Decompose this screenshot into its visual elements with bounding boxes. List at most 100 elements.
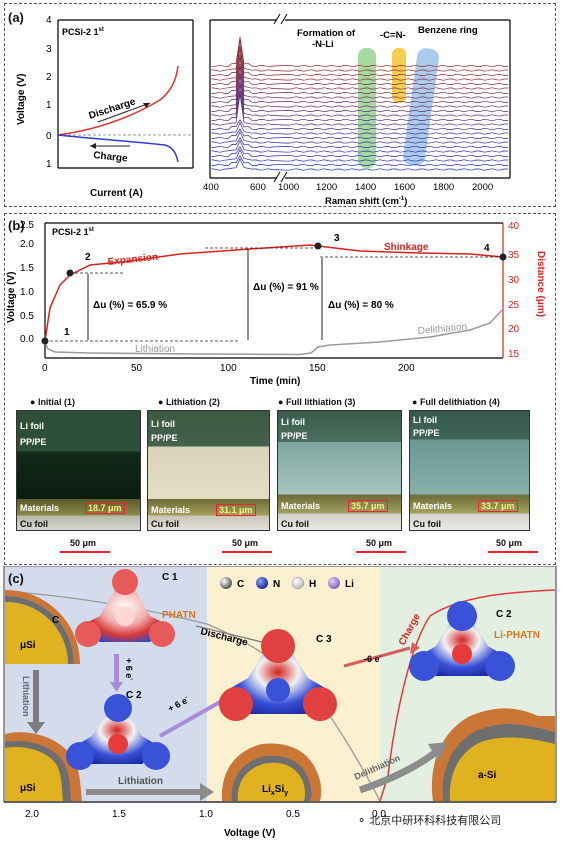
raman-xtick-5: 1600 [394, 182, 415, 193]
pp-pe-label: PP/PE [281, 431, 308, 441]
pp-pe-label: PP/PE [20, 437, 47, 447]
a-ytick-2: 2 [46, 72, 52, 83]
cu-foil-label: Cu foil [20, 519, 48, 529]
molecule-c2-right [409, 601, 515, 681]
b-ytick-r-5: 40 [508, 221, 520, 232]
li-foil-label: Li foil [151, 419, 175, 429]
raman-spectrum-line [211, 137, 509, 149]
thickness-label: 31.1 μm [216, 504, 256, 516]
raman-spectrum-line [211, 75, 508, 108]
b-xlabel: Time (min) [250, 376, 300, 387]
du-label-3: Δu (%) = 80 % [328, 300, 394, 311]
micro-title-1: ● Initial (1) [30, 397, 75, 407]
lithiation-label: Lithiation [135, 344, 175, 355]
scale-label-2: 50 μm [232, 538, 259, 548]
b-xtick-4: 200 [398, 363, 415, 374]
minus6e-label: -6 e- [364, 654, 382, 664]
b-ytick-r-1: 20 [508, 324, 520, 335]
raman-spectrum-line [211, 45, 508, 77]
raman-spectrum-line [211, 63, 508, 95]
phatn-label: PHATN [162, 610, 196, 621]
panel-b-letter: (b) [8, 218, 25, 233]
raman-spectrum-line [211, 119, 508, 131]
a-ytick-1: 3 [46, 44, 52, 55]
raman-spectrum-line [211, 36, 508, 68]
c1-label: C 1 [162, 572, 178, 583]
panel-a-right-axes [209, 13, 511, 183]
micrograph-full-delithiation: Li foil PP/PE Materials 33.7 μm Cu foil [409, 410, 530, 531]
c2-right-label: C 2 [496, 609, 512, 620]
cu-foil-label: Cu foil [151, 519, 179, 529]
c-xtick-3: 0.5 [286, 809, 300, 820]
thickness-label: 33.7 μm [478, 500, 518, 512]
b-sample-label: PCSi-2 1st [52, 227, 94, 237]
a-si-label: a-Si [478, 770, 497, 781]
charge-label: Charge [93, 150, 129, 165]
point-label-2: 2 [85, 252, 91, 263]
pp-pe-label: PP/PE [151, 433, 178, 443]
c-xlabel: Voltage (V) [224, 828, 275, 839]
raman-xtick-7: 2000 [472, 182, 493, 193]
b-xtick-2: 100 [220, 363, 237, 374]
scale-bar-2 [222, 551, 272, 553]
panel-b-frame [4, 213, 556, 565]
panel-a-frame [4, 3, 556, 207]
c-xtick-4: 0.0 [372, 809, 386, 820]
raman-spectrum-line [211, 54, 508, 86]
b-ytick-3: 1.5 [20, 263, 34, 274]
delithiation-label: Delithiation [417, 322, 467, 337]
scale-label-4: 50 μm [496, 538, 523, 548]
n-li-band [358, 48, 376, 168]
a-ytick-0: 4 [46, 15, 52, 26]
annotation-n-li: -N-Li [312, 39, 334, 50]
b-ylabel-right: Distance (μm) [535, 251, 546, 317]
b-ytick-r-2: 25 [508, 300, 520, 311]
a-left-xlabel: Current (A) [90, 188, 143, 199]
b-ytick-1: 0.5 [20, 311, 34, 322]
li-foil-label: Li foil [281, 417, 305, 427]
raman-spectrum-line [211, 146, 509, 158]
a-left-ylabel: Voltage (V) [16, 74, 27, 125]
du-label-2: Δu (%) = 91 % [253, 282, 319, 293]
raman-spectrum-line [211, 130, 509, 144]
point-2 [66, 269, 74, 277]
raman-xlabel: Raman shift (cm-1) [325, 196, 407, 207]
point-label-3: 3 [334, 233, 340, 244]
c-xtick-2: 1.0 [199, 809, 213, 820]
a-ytick-3: 1 [46, 100, 52, 111]
raman-spectra [211, 36, 509, 171]
b-ytick-4: 2.0 [20, 239, 34, 250]
scale-bar-3 [356, 551, 406, 553]
thickness-label: 35.7 μm [348, 500, 388, 512]
charge-profile [379, 589, 556, 802]
raman-spectrum-line [211, 128, 508, 140]
expansion-curve [44, 244, 504, 342]
raman-spectrum-line [211, 148, 509, 162]
thickness-label: 18.7 μm [85, 502, 125, 514]
micrograph-full-lithiation: Li foil PP/PE Materials 35.7 μm Cu foil [277, 410, 402, 531]
raman-spectrum-line [211, 48, 508, 81]
molecule-c2-left [66, 694, 170, 770]
raman-spectrum-line [211, 155, 509, 167]
materials-label: Materials [281, 501, 321, 511]
panel-c-figure: C N H Li μSi C μSi Lithiation Lithiation… [3, 566, 557, 839]
charge-curve [57, 134, 179, 163]
raman-spectrum-line [211, 39, 508, 72]
a-ytick-5: 1 [46, 159, 52, 170]
b-ylabel-left: Voltage (V) [6, 272, 17, 323]
c-xtick-1: 1.5 [112, 809, 126, 820]
discharge-curve [57, 65, 179, 136]
b-ytick-2: 1.0 [20, 287, 34, 298]
raman-xtick-4: 1400 [355, 182, 376, 193]
annotation-benzene: Benzene ring [418, 25, 478, 36]
plus6e-vert-label: + 6 e- [124, 658, 134, 680]
raman-spectrum-line [211, 139, 509, 153]
micro-title-3: ● Full lithiation (3) [278, 397, 356, 407]
usi-top-particle [5, 601, 68, 664]
legend-n: N [273, 579, 280, 590]
panel-a-letter: (a) [8, 10, 24, 25]
li-foil-label: Li foil [20, 421, 44, 431]
b-ytick-0: 0.0 [20, 334, 34, 345]
micrograph-initial: Li foil PP/PE Materials 18.7 μm Cu foil [16, 410, 141, 531]
raman-xtick-0: 400 [203, 182, 219, 193]
